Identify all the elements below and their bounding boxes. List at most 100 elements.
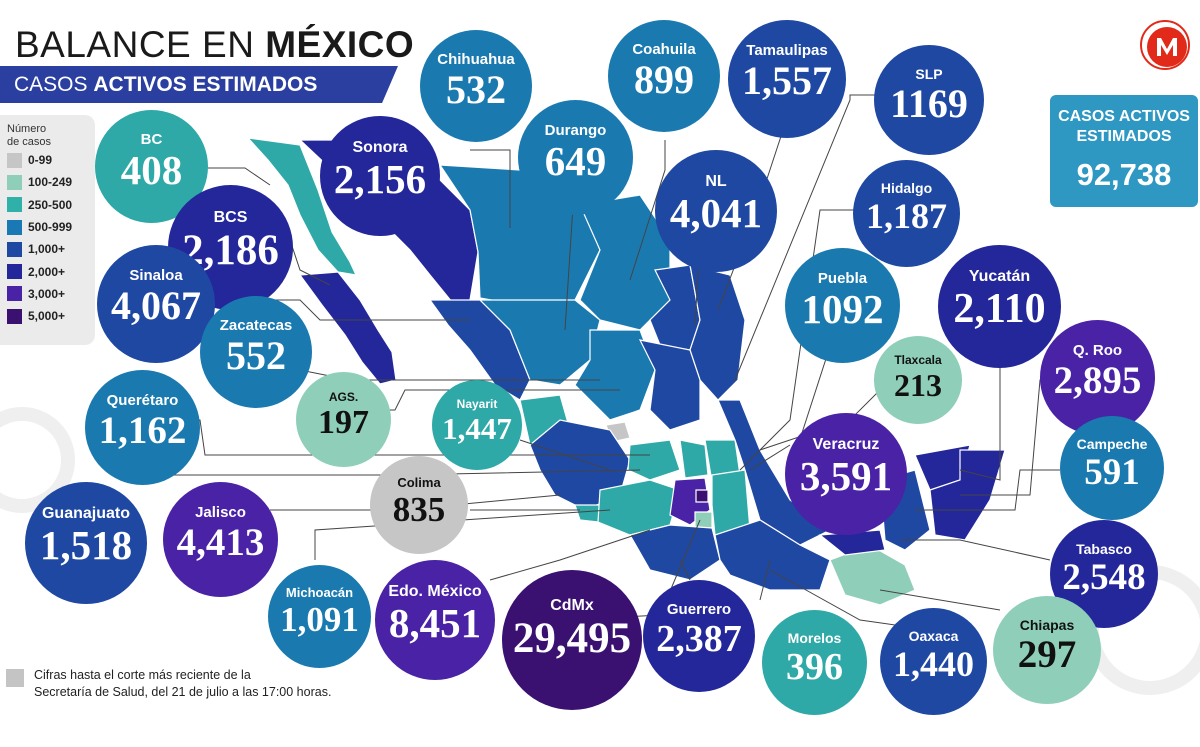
state-bubble-yucat-n: Yucatán 2,110 [938, 245, 1061, 368]
state-bubble-quer-taro: Querétaro 1,162 [85, 370, 200, 485]
state-name: CdMx [550, 597, 594, 614]
mexico-states [246, 137, 1006, 606]
state-value: 213 [894, 367, 942, 403]
state-bubble-cdmx: CdMx 29,495 [502, 570, 642, 710]
legend-title-line1: Número [7, 123, 47, 135]
legend-swatch [7, 264, 22, 280]
footnote-swatch [6, 669, 24, 687]
state-value: 532 [446, 67, 506, 112]
state-bubble-edo-m-xico: Edo. México 8,451 [375, 560, 495, 680]
state-bubble-durango: Durango 649 [518, 100, 633, 215]
subtitle-banner: CASOS ACTIVOS ESTIMADOS [0, 66, 398, 103]
state-value: 3,591 [799, 453, 893, 499]
total-value: 92,738 [1076, 157, 1172, 192]
legend-swatch [7, 174, 22, 190]
state-bubble-tamaulipas: Tamaulipas 1,557 [728, 20, 846, 138]
state-value: 2,895 [1053, 359, 1142, 402]
state-bubble-zacatecas: Zacatecas 552 [200, 296, 312, 408]
state-bubble-chihuahua: Chihuahua 532 [420, 30, 532, 142]
state-name: Colima [397, 475, 441, 490]
state-shape-guerrero [629, 524, 721, 581]
legend-item: 5,000+ [0, 305, 95, 327]
legend-label: 2,000+ [28, 264, 66, 279]
state-value: 552 [226, 333, 286, 378]
state-value: 8,451 [388, 600, 482, 646]
state-name: AGS. [328, 390, 359, 404]
state-bubble-nl: NL 4,041 [655, 150, 777, 272]
state-name: Edo. México [388, 583, 482, 600]
state-bubble-jalisco: Jalisco 4,413 [163, 482, 278, 597]
legend-label: 3,000+ [28, 286, 66, 301]
state-shape-bc [246, 137, 358, 276]
state-name: BC [140, 131, 163, 148]
legend-swatch [7, 308, 22, 324]
total-label: CASOS ACTIVOS ESTIMADOS [1050, 107, 1198, 147]
state-bubble-colima: Colima 835 [370, 456, 468, 554]
state-name: Durango [544, 122, 607, 139]
state-name: Zacatecas [219, 317, 293, 334]
state-bubble-oaxaca: Oaxaca 1,440 [880, 608, 987, 715]
state-value: 4,413 [176, 521, 265, 564]
state-name: Michoacán [285, 585, 354, 600]
legend-label: 250-500 [28, 197, 73, 212]
state-bubble-morelos: Morelos 396 [762, 610, 867, 715]
state-name: Tlaxcala [894, 353, 942, 367]
state-bubble-chiapas: Chiapas 297 [993, 596, 1101, 704]
total-active-cases: CASOS ACTIVOS ESTIMADOS 92,738 [1050, 95, 1198, 207]
state-name: Puebla [817, 270, 868, 287]
state-shape-cdmx [695, 489, 709, 503]
state-bubble-hidalgo: Hidalgo 1,187 [853, 160, 960, 267]
state-bubble-coahuila: Coahuila 899 [608, 20, 720, 132]
state-shape-queretaro [679, 439, 709, 479]
legend-swatch [7, 219, 22, 235]
legend: Número de casos 0-99 100-249 250-500 500-999… [0, 115, 95, 345]
state-name: Chiapas [1019, 617, 1075, 633]
state-name: Morelos [787, 630, 842, 646]
state-value: 1,187 [866, 196, 947, 236]
state-bubble-michoac-n: Michoacán 1,091 [268, 565, 371, 668]
state-shape-durango [478, 299, 601, 386]
state-shape-colima [574, 504, 601, 523]
state-shape-bcs [298, 271, 397, 385]
state-shape-veracruz [717, 399, 832, 546]
state-name: SLP [915, 66, 943, 82]
state-value: 1169 [890, 81, 968, 126]
state-bubble-nayarit: Nayarit 1,447 [432, 380, 522, 470]
legend-label: 1,000+ [28, 242, 66, 257]
legend-item: 2,000+ [0, 260, 95, 282]
legend-item: 250-500 [0, 194, 95, 216]
state-value: 1,518 [39, 522, 133, 568]
state-value: 1,557 [742, 58, 832, 103]
state-bubble-guanajuato: Guanajuato 1,518 [25, 482, 147, 604]
subtitle-light: CASOS [14, 73, 94, 96]
state-shape-oaxaca [714, 519, 831, 591]
legend-swatch [7, 152, 22, 168]
legend-label: 0-99 [28, 153, 53, 168]
state-value: 2,110 [953, 286, 1046, 332]
state-bubble-sinaloa: Sinaloa 4,067 [97, 245, 215, 363]
state-name: Guanajuato [41, 505, 130, 522]
state-name: Hidalgo [880, 180, 933, 196]
state-value: 1092 [801, 286, 884, 332]
logo-m-icon [1147, 27, 1187, 67]
title-bold: MÉXICO [265, 24, 415, 65]
legend-items: 0-99 100-249 250-500 500-999 1,000+ 2,000+ 3,0… [0, 149, 95, 327]
legend-title: Número de casos [0, 115, 95, 149]
state-bubble-ags: AGS. 197 [296, 372, 391, 467]
state-name: Sonora [352, 139, 408, 156]
state-value: 408 [120, 147, 183, 193]
footnote-text: Cifras hasta el corte más reciente de la… [34, 667, 331, 701]
state-value: 4,067 [111, 283, 201, 328]
state-bubble-sonora: Sonora 2,156 [320, 116, 440, 236]
legend-swatch [7, 197, 22, 213]
state-name: Yucatán [968, 268, 1031, 285]
state-bubble-puebla: Puebla 1092 [785, 248, 900, 363]
total-label-line2: ESTIMADOS [1076, 128, 1172, 145]
state-bubble-guerrero: Guerrero 2,387 [643, 580, 755, 692]
header: BALANCE EN MÉXICO [15, 24, 414, 66]
state-name: Nayarit [456, 397, 498, 411]
state-value: 1,091 [280, 600, 359, 639]
legend-label: 5,000+ [28, 309, 66, 324]
state-name: Coahuila [632, 41, 696, 58]
